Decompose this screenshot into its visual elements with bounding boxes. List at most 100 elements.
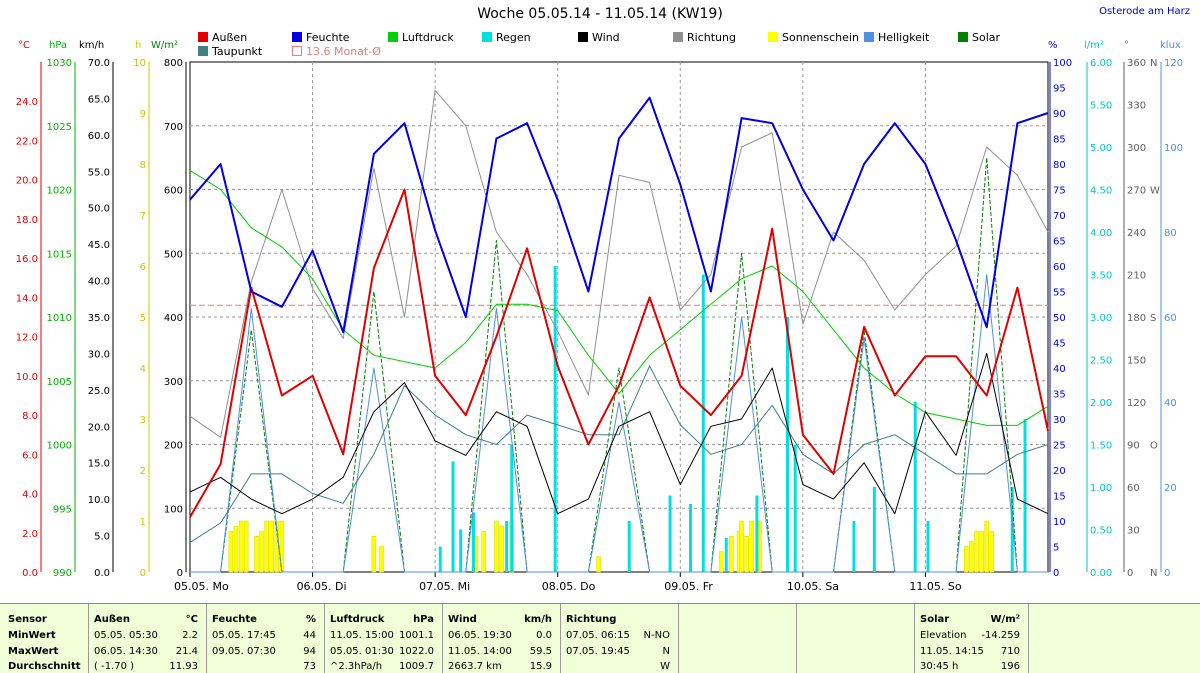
col-header: Feuchte [212, 614, 257, 625]
rain-unit: l/m² [1084, 40, 1104, 51]
sunshine-bar [379, 546, 384, 573]
y-tick-label-humidity_pct: 75 [1053, 186, 1066, 197]
y-tick-label-humidity_pct: 65 [1053, 237, 1066, 248]
avg-value: 15.9 [529, 661, 552, 672]
sunshine-bar [984, 520, 989, 573]
col-header: Luftdruck [330, 614, 385, 625]
y-tick-label-humidity_pct: 95 [1053, 84, 1066, 95]
y-tick-label-sun_h: 2 [140, 466, 146, 477]
y-tick-label-direction_deg: 150 [1127, 356, 1146, 367]
min-value: N-NO [643, 630, 670, 641]
col-unit: hPa [413, 614, 434, 625]
min-time: 07.05. 06:15 [566, 630, 630, 641]
y-tick-label-sun_h: 10 [133, 58, 146, 69]
x-tick-label: 11.05. So [909, 580, 961, 593]
y-tick-label-pressure_hpa: 1010 [47, 313, 72, 324]
avg-value: 11.93 [169, 661, 198, 672]
y-tick-label-sun_h: 3 [140, 415, 146, 426]
series-line-luftdruck [189, 169, 1049, 426]
y-tick-label-rain_lm2: 2.00 [1090, 398, 1112, 409]
y-tick-label-solar_wm2: 800 [164, 58, 183, 69]
y-tick-label-rain_lm2: 5.00 [1090, 143, 1112, 154]
avg-value: W [660, 661, 670, 672]
y-tick-label-temp_c: 22.0 [16, 136, 38, 147]
compass-label: N [1150, 58, 1157, 69]
legend-swatch [864, 32, 874, 42]
rain-bar [459, 529, 463, 572]
col-header: Solar [920, 614, 950, 625]
y-tick-label-direction_deg: 300 [1127, 143, 1146, 154]
y-tick-label-wind_kmh: 50.0 [88, 204, 110, 215]
y-tick-label-direction_deg: 210 [1127, 271, 1146, 282]
max-value: 21.4 [175, 646, 198, 657]
y-tick-label-rain_lm2: 3.50 [1090, 271, 1112, 282]
legend-swatch [958, 32, 968, 42]
max-value: 94 [303, 646, 316, 657]
y-tick-label-humidity_pct: 0 [1053, 568, 1059, 579]
y-tick-label-direction_deg: 90 [1127, 441, 1140, 452]
rain-bar [438, 546, 442, 572]
rain-bar [505, 521, 509, 572]
y-tick-label-direction_deg: 180 [1127, 313, 1146, 324]
row-labels-column: Sensor MinWert MaxWert Durchschnitt [0, 604, 89, 673]
y-tick-label-wind_kmh: 30.0 [88, 349, 110, 360]
y-tick-label-sun_h: 4 [140, 364, 146, 375]
wind-unit: km/h [79, 40, 105, 51]
sunshine-bar [238, 520, 244, 573]
y-tick-label-wind_kmh: 65.0 [88, 94, 110, 105]
stats-column-luftdruck: Luftdruck hPa 11.05. 15:00 1001.1 05.05. 0… [325, 604, 443, 673]
sunshine-bar [254, 536, 259, 573]
elevation-label: Elevation [920, 630, 967, 641]
y-tick-label-pressure_hpa: 1025 [47, 122, 72, 133]
max-time: 11.05. 14:00 [448, 646, 512, 657]
y-tick-label-solar_wm2: 600 [164, 186, 183, 197]
stats-column-richtung: Richtung 07.05. 06:15 N-NO 07.05. 19:45 N … [561, 604, 679, 673]
avg-note: 2663.7 km [448, 661, 502, 672]
rain-bar [701, 274, 705, 572]
avg-value: 196 [1000, 661, 1020, 672]
y-tick-label-temp_c: 6.0 [22, 450, 38, 461]
max-value: 710 [1000, 646, 1020, 657]
rain-bar [724, 538, 728, 572]
col-header: Außen [94, 614, 130, 625]
min-value: 44 [303, 630, 316, 641]
series-line-richtung [189, 89, 1049, 438]
y-tick-label-pressure_hpa: 1005 [47, 377, 72, 388]
rain-bar [627, 521, 631, 572]
sun-hours: 30:45 h [920, 661, 959, 672]
x-tick-label: 07.05. Mi [419, 580, 470, 593]
y-tick-label-humidity_pct: 25 [1053, 441, 1066, 452]
col-unit: % [305, 614, 316, 625]
sunshine-bar [749, 520, 755, 573]
legend-swatch [673, 32, 683, 42]
avg-note: ^2.3hPa/h [330, 661, 383, 672]
compass-label: S [1150, 313, 1156, 324]
y-tick-label-sun_h: 9 [140, 109, 146, 120]
chart-title: Woche 05.05.14 - 11.05.14 (KW19) [477, 6, 723, 22]
y-tick-label-direction_deg: 120 [1127, 398, 1146, 409]
sunshine-bar [739, 520, 744, 573]
y-tick-label-temp_c: 4.0 [22, 490, 38, 501]
stats-empty-column [679, 604, 797, 673]
legend-taupunkt: Taupunkt [198, 45, 262, 58]
y-tick-label-humidity_pct: 60 [1053, 262, 1066, 273]
y-tick-label-solar_wm2: 0 [177, 568, 183, 579]
y-tick-label-wind_kmh: 20.0 [88, 422, 110, 433]
avg-value: 73 [303, 661, 316, 672]
stats-empty-column [797, 604, 915, 673]
legend-swatch [198, 32, 208, 42]
y-tick-label-wind_kmh: 10.0 [88, 495, 110, 506]
rain-bar [926, 521, 930, 572]
avg-note: ( -1.70 ) [94, 661, 135, 672]
min-time: 05.05. 17:45 [212, 630, 276, 641]
row-label-max: MaxWert [8, 646, 59, 657]
sunshine-bar [744, 536, 749, 573]
rain-bar [852, 521, 856, 572]
rain-bar [471, 512, 475, 572]
sunshine-bar [264, 520, 269, 573]
brightness-unit: klux [1160, 40, 1181, 51]
rain-bar [755, 495, 759, 572]
weather-chart: 05.05. Mo 06.05. Di 07.05. Mi 08.05. Do 09.0… [16, 58, 1183, 593]
y-tick-label-temp_c: 12.0 [16, 333, 38, 344]
